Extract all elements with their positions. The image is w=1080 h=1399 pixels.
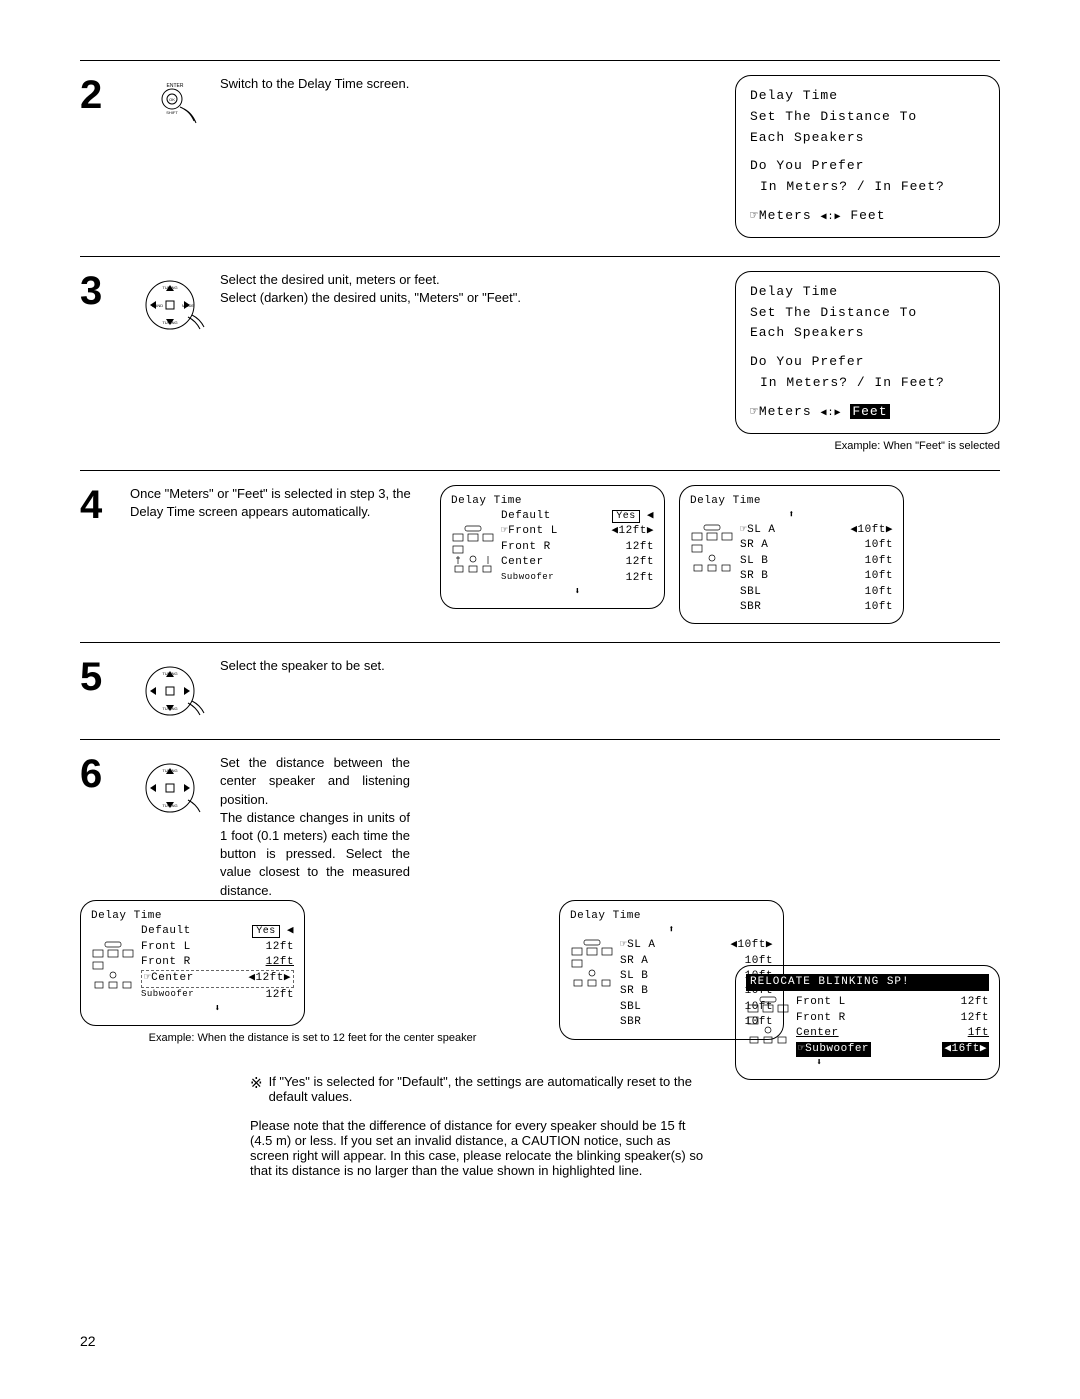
selected-unit: Feet <box>850 404 889 419</box>
speaker-row: SBL10ft <box>740 585 893 600</box>
osd-screen-caution: RELOCATE BLINKING SP! Front L12ft Front … <box>735 965 1000 1080</box>
speaker-row: SL B10ft <box>740 554 893 569</box>
osd-screen-center-set: Delay Time Default Yes ◀ Front L12ft Fro… <box>80 900 305 1026</box>
speaker-layout-icon <box>451 524 497 600</box>
up-icon: ⬆ <box>690 509 893 523</box>
down-icon: ⬇ <box>141 1003 294 1017</box>
osd-title-inverse: RELOCATE BLINKING SP! <box>746 974 989 991</box>
note-reset: ※ If "Yes" is selected for "Default", th… <box>250 1074 705 1104</box>
speaker-row: Front L12ft <box>796 995 989 1010</box>
dpad-icon: TUNING TUNING <box>130 657 220 721</box>
speaker-row: Front R12ft <box>796 1011 989 1026</box>
osd-title: Delay Time <box>690 494 893 509</box>
step-text: Select the speaker to be set. <box>220 657 1000 721</box>
svg-text:TUNING: TUNING <box>162 803 177 808</box>
step-4: 4 Once "Meters" or "Feet" is selected in… <box>80 470 1000 643</box>
enter-button-icon: ENTER OK SHIFT <box>130 75 220 238</box>
step-number: 4 <box>80 485 130 625</box>
svg-text:SHIFT: SHIFT <box>166 110 178 115</box>
svg-text:TUNING: TUNING <box>162 285 177 290</box>
osd-screen-units-selected: Delay Time Set The Distance To Each Spea… <box>735 271 1000 434</box>
asterisk-icon: ※ <box>250 1074 263 1104</box>
speaker-layout-icon <box>570 938 616 1030</box>
step-number: 2 <box>80 75 130 238</box>
osd-title: Delay Time <box>570 909 773 924</box>
svg-text:ENTER: ENTER <box>167 83 184 89</box>
osd-title: Delay Time <box>750 282 985 303</box>
svg-text:MODE: MODE <box>182 303 194 308</box>
speaker-row: Subwoofer12ft <box>501 571 654 586</box>
step-number: 3 <box>80 271 130 452</box>
dpad-icon: TUNING TUNING BAND MODE <box>130 271 220 452</box>
dpad-icon: TUNING TUNING <box>130 754 220 900</box>
osd-title: Delay Time <box>451 494 654 509</box>
step-text: Set the distance between the center spea… <box>220 754 430 900</box>
speaker-row: SR B10ft <box>740 569 893 584</box>
osd-screen-units: Delay Time Set The Distance To Each Spea… <box>735 75 1000 238</box>
osd-screen-speakers-b: Delay Time ⬆ ☞SL A◀10ft▶ SR A10ft SL B10… <box>679 485 904 625</box>
svg-text:TUNING: TUNING <box>162 706 177 711</box>
step-text: Switch to the Delay Time screen. <box>220 75 735 238</box>
speaker-row: Center12ft <box>501 555 654 570</box>
page-number: 22 <box>80 1333 96 1349</box>
svg-text:BAND: BAND <box>152 303 163 308</box>
svg-text:TUNING: TUNING <box>162 320 177 325</box>
speaker-layout-icon <box>690 523 736 615</box>
caption: Example: When the distance is set to 12 … <box>80 1032 545 1044</box>
speaker-row: Subwoofer12ft <box>141 988 294 1003</box>
speaker-row: Center1ft <box>796 1026 989 1041</box>
step-number: 5 <box>80 657 130 721</box>
note-caution: Please note that the difference of dista… <box>250 1118 705 1178</box>
speaker-row: ☞SL A◀10ft▶ <box>620 938 773 953</box>
svg-text:TUNING: TUNING <box>162 768 177 773</box>
caption: Example: When "Feet" is selected <box>735 440 1000 452</box>
svg-text:TUNING: TUNING <box>162 671 177 676</box>
svg-text:OK: OK <box>169 97 175 102</box>
up-icon: ⬆ <box>570 924 773 938</box>
speaker-row-selected: ☞Center◀12ft▶ <box>141 970 294 987</box>
speaker-row: ☞SL A◀10ft▶ <box>740 523 893 538</box>
step-number: 6 <box>80 754 130 900</box>
speaker-row: SR A10ft <box>740 538 893 553</box>
speaker-row: SBR10ft <box>740 600 893 615</box>
step-3: 3 TUNING TUNING BAND MODE Select the des… <box>80 256 1000 470</box>
down-icon: ⬇ <box>501 586 654 600</box>
speaker-row: ☞Front L◀12ft▶ <box>501 524 654 539</box>
down-icon: ⬇ <box>796 1057 989 1071</box>
step-text: Select the desired unit, meters or feet.… <box>220 271 735 452</box>
speaker-row: Front L12ft <box>141 940 294 955</box>
speaker-row: Front R12ft <box>141 955 294 970</box>
osd-screen-speakers-a: Delay Time Default Yes ◀ ☞Front L◀12ft▶ … <box>440 485 665 609</box>
step-5: 5 TUNING TUNING Select the speaker to be… <box>80 642 1000 739</box>
osd-title: Delay Time <box>91 909 294 924</box>
speaker-row-selected: ☞Subwoofer◀16ft▶ <box>796 1042 989 1057</box>
step-text: Once "Meters" or "Feet" is selected in s… <box>130 485 440 625</box>
osd-title: Delay Time <box>750 86 985 107</box>
speaker-layout-icon <box>746 995 792 1071</box>
step-2: 2 ENTER OK SHIFT Switch to the Delay Tim… <box>80 60 1000 256</box>
speaker-row: Front R12ft <box>501 540 654 555</box>
speaker-layout-icon <box>91 940 137 1018</box>
